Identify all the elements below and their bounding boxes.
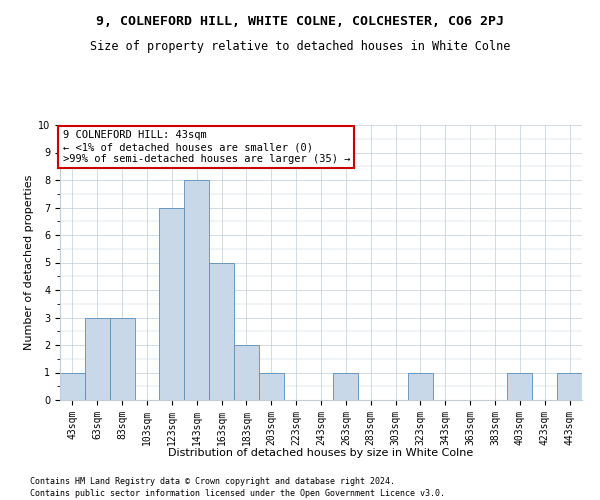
Text: 9, COLNEFORD HILL, WHITE COLNE, COLCHESTER, CO6 2PJ: 9, COLNEFORD HILL, WHITE COLNE, COLCHEST… — [96, 15, 504, 28]
Bar — [110, 318, 134, 400]
Bar — [334, 372, 358, 400]
Y-axis label: Number of detached properties: Number of detached properties — [24, 175, 34, 350]
Bar — [184, 180, 209, 400]
Bar — [209, 262, 234, 400]
Bar — [557, 372, 582, 400]
Bar — [259, 372, 284, 400]
Bar — [60, 372, 85, 400]
X-axis label: Distribution of detached houses by size in White Colne: Distribution of detached houses by size … — [169, 448, 473, 458]
Bar — [85, 318, 110, 400]
Bar — [408, 372, 433, 400]
Bar — [508, 372, 532, 400]
Text: Contains HM Land Registry data © Crown copyright and database right 2024.: Contains HM Land Registry data © Crown c… — [30, 478, 395, 486]
Bar — [160, 208, 184, 400]
Text: Size of property relative to detached houses in White Colne: Size of property relative to detached ho… — [90, 40, 510, 53]
Bar — [234, 345, 259, 400]
Text: 9 COLNEFORD HILL: 43sqm
← <1% of detached houses are smaller (0)
>99% of semi-de: 9 COLNEFORD HILL: 43sqm ← <1% of detache… — [62, 130, 350, 164]
Text: Contains public sector information licensed under the Open Government Licence v3: Contains public sector information licen… — [30, 489, 445, 498]
